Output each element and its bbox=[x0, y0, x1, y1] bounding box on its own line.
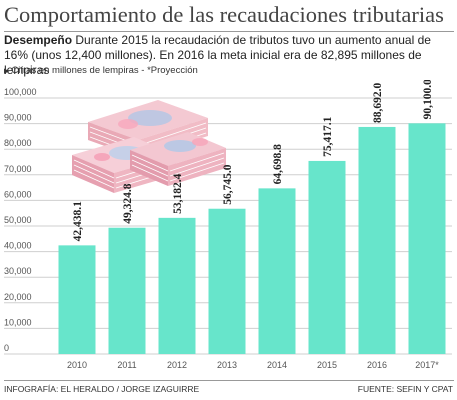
y-axis-ticks: 0 10,000 20,000 30,000 40,000 50,000 60,000 70,… bbox=[4, 87, 37, 353]
value-label: 88,692.0 bbox=[372, 82, 384, 123]
x-axis-ticks: 2010 2011 2012 2013 2014 2015 2016 2017* bbox=[67, 360, 439, 370]
value-label: 90,100.00 bbox=[422, 80, 434, 119]
y-tick-label: 60,000 bbox=[4, 189, 32, 199]
x-tick-label: 2017* bbox=[415, 360, 439, 370]
y-tick-label: 70,000 bbox=[4, 164, 32, 174]
x-tick-label: 2012 bbox=[167, 360, 187, 370]
footer-divider bbox=[4, 380, 454, 381]
value-label: 56,745.0 bbox=[222, 164, 234, 205]
bars bbox=[58, 123, 446, 355]
value-label: 53,182.4 bbox=[172, 173, 184, 214]
description-text: Durante 2015 la recaudación de tributos … bbox=[4, 33, 431, 77]
y-tick-label: 100,000 bbox=[4, 87, 37, 97]
units-note-text: Cifras en millones de lempiras - *Proyec… bbox=[11, 65, 198, 76]
value-label: 42,438.1 bbox=[72, 201, 84, 242]
x-tick-label: 2015 bbox=[317, 360, 337, 370]
y-tick-label: 20,000 bbox=[4, 292, 32, 302]
bar bbox=[208, 208, 246, 354]
triangle-bullet-icon: ▶ bbox=[4, 68, 10, 75]
value-label: 49,324.8 bbox=[122, 183, 134, 224]
y-tick-label: 90,000 bbox=[4, 113, 32, 123]
units-note: ▶ Cifras en millones de lempiras - *Proye… bbox=[4, 65, 198, 76]
x-tick-label: 2016 bbox=[367, 360, 387, 370]
y-tick-label: 0 bbox=[4, 343, 9, 353]
description: Desempeño Durante 2015 la recaudación de… bbox=[4, 33, 454, 78]
bar bbox=[108, 227, 146, 354]
bar bbox=[158, 217, 196, 354]
bar bbox=[58, 245, 96, 354]
y-tick-label: 80,000 bbox=[4, 138, 32, 148]
bar bbox=[308, 160, 346, 354]
y-tick-label: 50,000 bbox=[4, 215, 32, 225]
bar bbox=[408, 123, 446, 355]
infographic-credit: INFOGRAFÍA: EL HERALDO / JORGE IZAGUIRRE bbox=[4, 384, 200, 394]
bar bbox=[258, 188, 296, 354]
page-title: Comportamiento de las recaudaciones trib… bbox=[4, 2, 444, 27]
description-label: Desempeño bbox=[4, 33, 73, 47]
value-labels: 42,438.1 49,324.8 53,182.4 56,745.0 64,698.8… bbox=[72, 80, 434, 241]
x-tick-label: 2010 bbox=[67, 360, 87, 370]
y-tick-label: 10,000 bbox=[4, 317, 32, 327]
value-label: 64,698.8 bbox=[272, 144, 284, 185]
value-label: 75,417.1 bbox=[322, 116, 334, 157]
bar-chart: 0 10,000 20,000 30,000 40,000 50,000 60,000 70,… bbox=[4, 80, 452, 370]
y-tick-label: 40,000 bbox=[4, 241, 32, 251]
x-tick-label: 2011 bbox=[117, 360, 136, 370]
x-tick-label: 2013 bbox=[217, 360, 237, 370]
source-credit: FUENTE: SEFIN Y CPAT bbox=[357, 384, 453, 394]
title-divider bbox=[4, 31, 454, 32]
x-tick-label: 2014 bbox=[267, 360, 287, 370]
money-stack-illustration bbox=[72, 100, 226, 193]
y-tick-label: 30,000 bbox=[4, 266, 32, 276]
bar bbox=[358, 126, 396, 354]
